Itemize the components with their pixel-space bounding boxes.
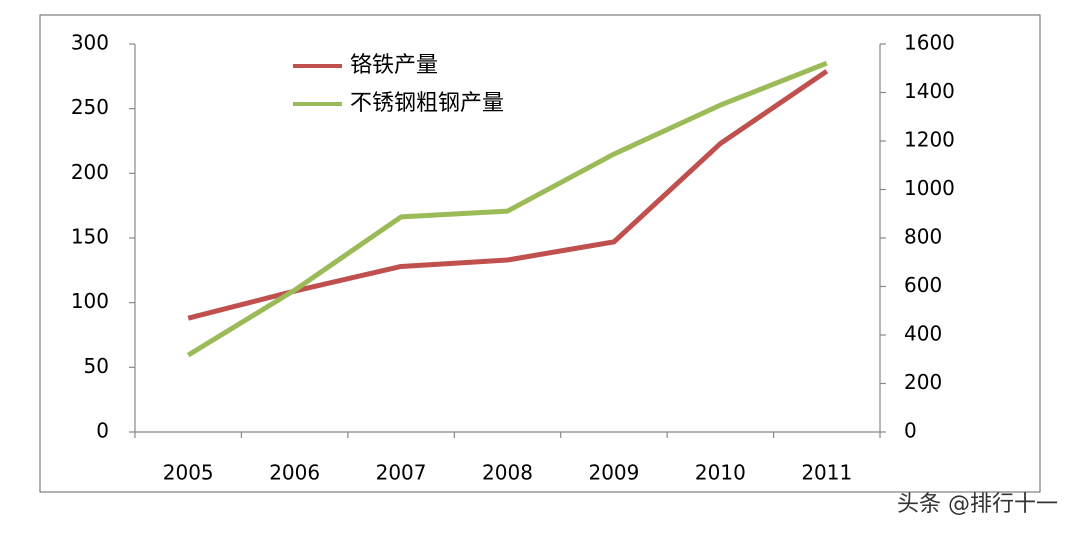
- y2-tick-label: 400: [904, 322, 942, 346]
- y-tick-label: 100: [71, 289, 109, 313]
- x-tick-label: 2009: [588, 461, 639, 485]
- x-tick-label: 2005: [163, 461, 214, 485]
- y2-tick-label: 1200: [904, 128, 955, 152]
- series-line: [186, 60, 828, 358]
- y2-tick-label: 800: [904, 225, 942, 249]
- y-tick-label: 250: [71, 95, 109, 119]
- legend-label: 铬铁产量: [350, 53, 438, 78]
- x-tick-label: 2011: [801, 461, 852, 485]
- x-tick-label: 2008: [482, 461, 533, 485]
- y-tick-label: 50: [84, 354, 109, 378]
- watermark: 头条 @排行十一: [897, 492, 1058, 517]
- legend-label: 不锈钢粗钢产量: [350, 91, 504, 116]
- series-line: [187, 69, 829, 321]
- y2-tick-label: 200: [904, 370, 942, 394]
- y-tick-label: 150: [71, 225, 109, 249]
- chart-frame: [39, 14, 1041, 493]
- x-tick-label: 2007: [376, 461, 427, 485]
- y2-tick-label: 1000: [904, 176, 955, 200]
- y-tick-label: 300: [71, 31, 109, 55]
- y2-tick-label: 600: [904, 273, 942, 297]
- y2-tick-label: 0: [904, 419, 917, 443]
- x-tick-label: 2010: [695, 461, 746, 485]
- x-tick-label: 2006: [269, 461, 320, 485]
- y2-tick-label: 1600: [904, 31, 955, 55]
- y-tick-label: 0: [96, 419, 109, 443]
- y2-tick-label: 1400: [904, 79, 955, 103]
- y-tick-label: 200: [71, 160, 109, 184]
